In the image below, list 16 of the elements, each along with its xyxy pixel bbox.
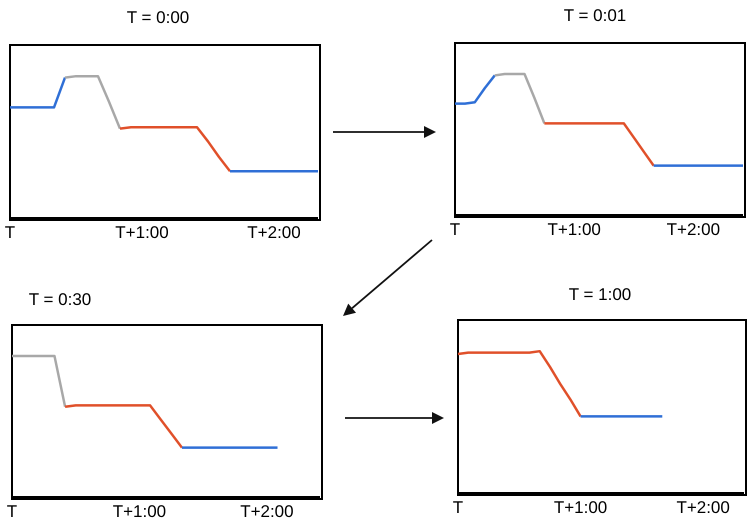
x-tick-label: T	[452, 498, 464, 518]
x-tick-label: T+2:00	[240, 502, 294, 522]
chart-title: T = 0:00	[126, 8, 190, 28]
x-tick-label: T+1:00	[547, 220, 601, 240]
chart-title: T = 1:00	[568, 285, 632, 305]
x-tick-label: T+1:00	[554, 498, 608, 518]
x-tick-label: T+2:00	[247, 223, 301, 242]
x-tick-label: T+1:00	[112, 502, 166, 522]
x-tick-label: T	[450, 220, 460, 240]
x-tick-label: T	[6, 502, 18, 522]
chart-title: T = 0:01	[562, 6, 628, 26]
chart-title: T = 0:30	[28, 290, 92, 310]
x-tick-label: T+2:00	[676, 498, 730, 518]
x-tick-label: T+1:00	[115, 223, 169, 242]
x-tick-label: T	[4, 223, 16, 242]
x-tick-label: T+2:00	[666, 220, 720, 240]
